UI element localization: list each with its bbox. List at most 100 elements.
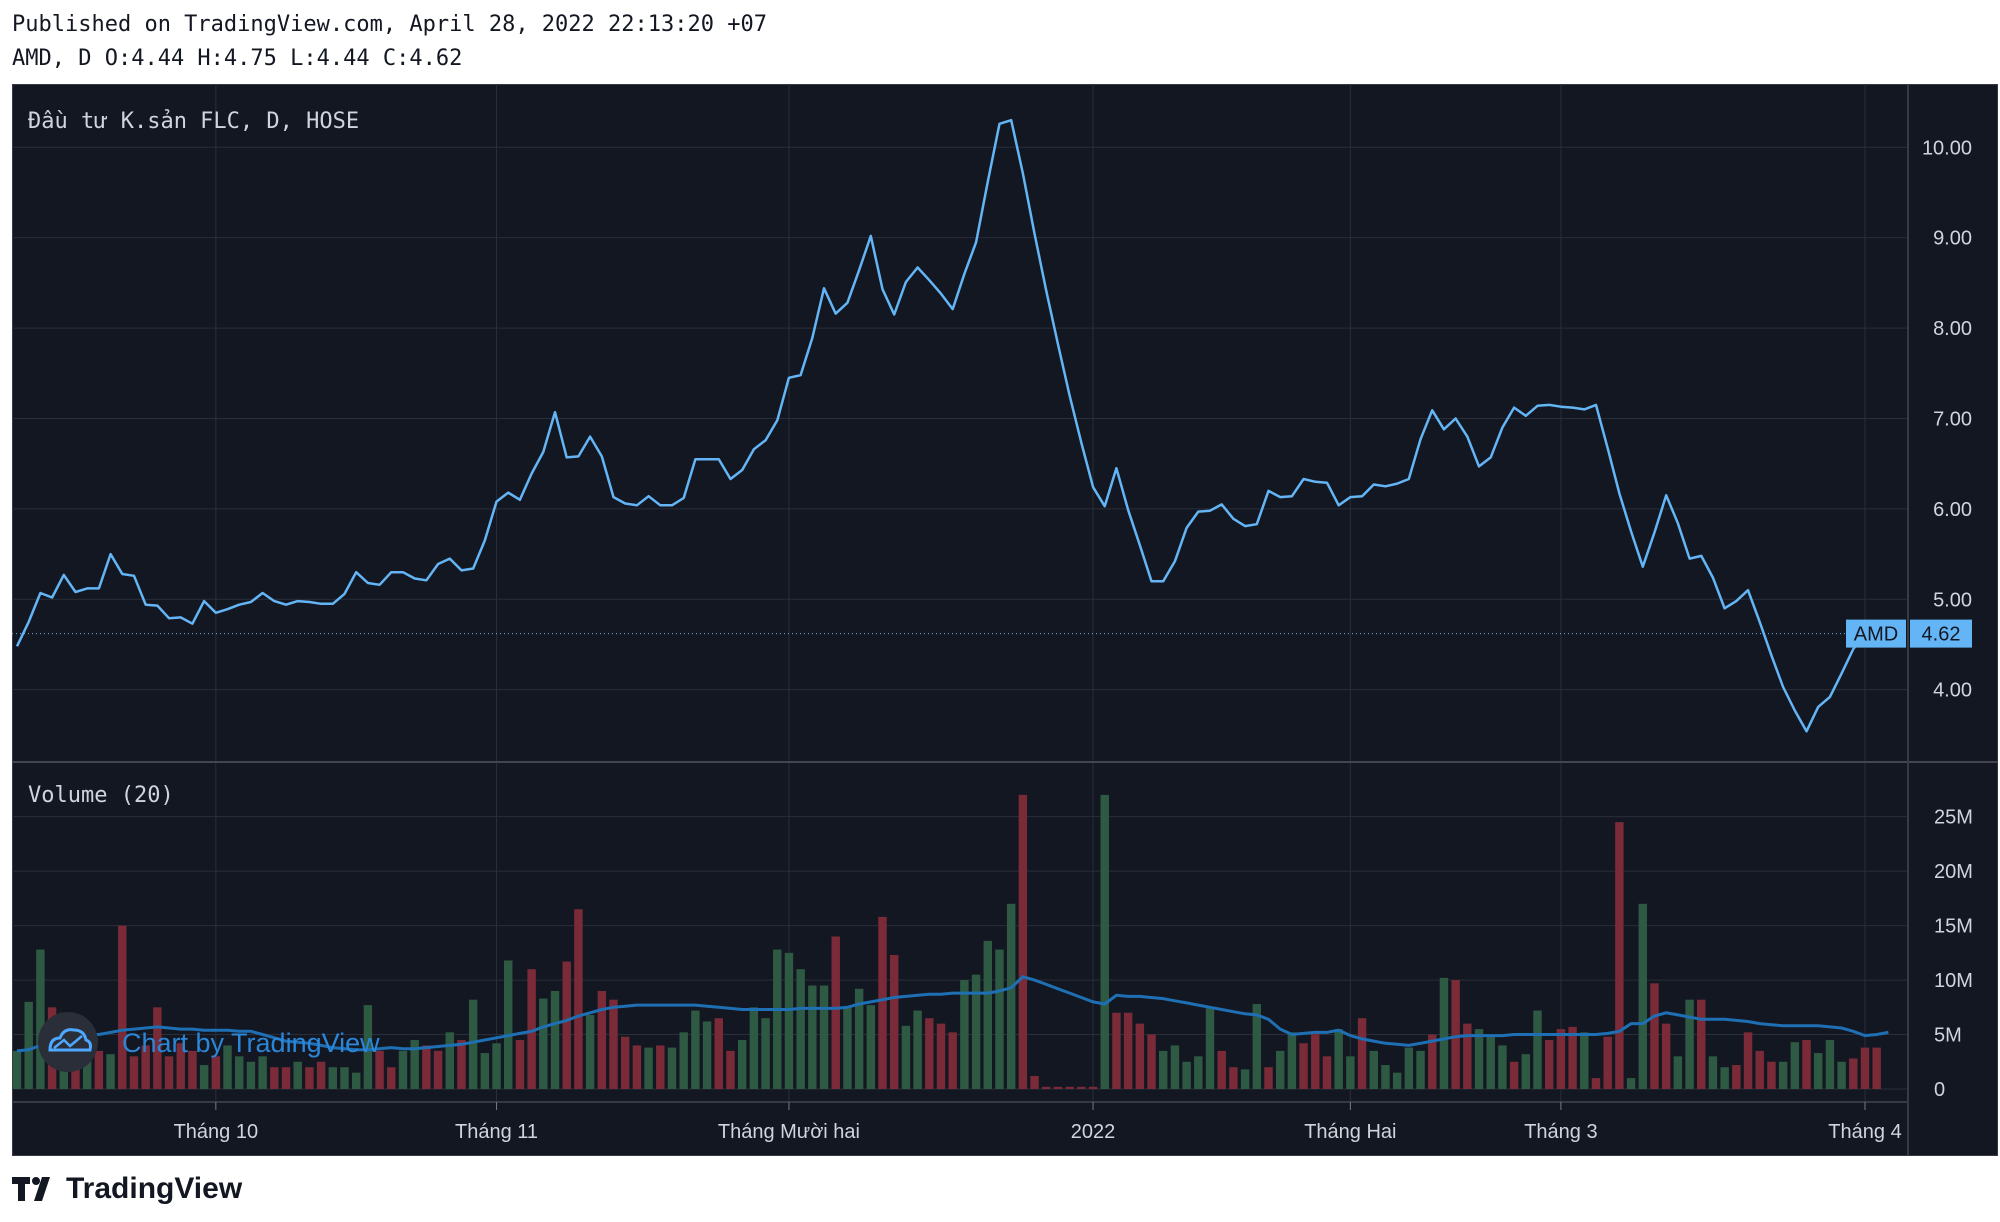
volume-bar [235, 1056, 244, 1089]
grid-layer [12, 84, 1908, 1102]
volume-bar [1556, 1029, 1566, 1089]
price-line [15, 118, 1866, 733]
volume-bar [1509, 1061, 1519, 1089]
volume-bar [1697, 999, 1706, 1089]
volume-bar [714, 1018, 723, 1089]
volume-bar [468, 999, 478, 1089]
volume-bar [948, 1032, 957, 1089]
watermark-text: Chart by TradingView [122, 1028, 380, 1058]
volume-bar [1661, 1023, 1671, 1089]
volume-bar [1147, 1034, 1156, 1089]
axis-layer: 4.00 5.00 6.00 7.00 8.00 9.00 10.00 0 5M 10M 15M 20… [174, 137, 1973, 1143]
volume-bar [1299, 1043, 1308, 1089]
price-axis-tick-label: 7.00 [1933, 408, 1972, 430]
volume-bar [679, 1032, 688, 1089]
volume-bar [609, 999, 618, 1089]
volume-bar [773, 949, 782, 1089]
volume-bar [632, 1045, 642, 1089]
time-axis-tick-label: Tháng Hai [1304, 1121, 1396, 1143]
volume-bar [761, 1018, 770, 1089]
volume-bar [410, 1039, 419, 1089]
volume-bar [422, 1045, 431, 1089]
volume-bar [1018, 794, 1028, 1089]
volume-bar [831, 936, 840, 1089]
volume-bar [1463, 1023, 1472, 1089]
watermark-trend-icon [53, 1035, 83, 1049]
volume-bar [1123, 1012, 1133, 1089]
volume-bar [1217, 1050, 1226, 1089]
volume-bar [1720, 1067, 1729, 1089]
price-axis-tick-label: 9.00 [1933, 228, 1972, 250]
time-axis-tick-label: Tháng 4 [1828, 1121, 1901, 1143]
volume-bar [1135, 1023, 1145, 1089]
last-price-label: AMD 4.62 [1846, 619, 1972, 648]
volume-bar [597, 990, 607, 1089]
volume-bar [843, 1007, 852, 1089]
volume-bar [1860, 1047, 1870, 1089]
tv-logo-text: TradingView [66, 1172, 243, 1205]
volume-bar [281, 1067, 291, 1089]
volume-bar [1229, 1067, 1238, 1089]
volume-bar [1767, 1061, 1776, 1089]
volume-bar [550, 990, 560, 1089]
volume-bar [644, 1047, 653, 1089]
volume-bar [1182, 1061, 1191, 1089]
volume-bar [316, 1061, 326, 1089]
volume-bar [667, 1047, 677, 1089]
volume-bar [1053, 1086, 1063, 1089]
volume-bar [153, 1007, 162, 1089]
volume-bar [1428, 1034, 1437, 1089]
chart-title: Đầu tư K.sản FLC, D, HOSE [28, 109, 359, 134]
volume-bar [129, 1056, 139, 1089]
price-axis-tick-label: 8.00 [1933, 318, 1972, 340]
volume-bar [726, 1050, 735, 1089]
volume-bar [1498, 1045, 1507, 1089]
volume-bar [375, 1050, 384, 1089]
volume-bar [1194, 1056, 1203, 1089]
time-axis-tick-label: Tháng Mười hai [718, 1121, 860, 1143]
volume-bar [1544, 1039, 1554, 1089]
chart-svg[interactable]: 4.00 5.00 6.00 7.00 8.00 9.00 10.00 0 5M 10M 15M 20… [12, 84, 1998, 1156]
volume-bar [351, 1072, 361, 1089]
volume-bar [1778, 1061, 1788, 1089]
volume-bar [1732, 1065, 1741, 1089]
volume-bar [1802, 1039, 1811, 1089]
price-axis-tick-label: 6.00 [1933, 499, 1972, 521]
tradingview-watermark[interactable]: Chart by TradingView [38, 1012, 380, 1072]
volume-bar [749, 1007, 759, 1089]
volume-bar [983, 940, 992, 1089]
volume-axis-tick-label: 25M [1934, 807, 1973, 829]
volume-bar [176, 1043, 185, 1089]
volume-bar [784, 952, 794, 1089]
volume-bar [1042, 1086, 1051, 1089]
volume-bar [1474, 1029, 1484, 1089]
tradingview-logo[interactable]: TradingView [12, 1172, 242, 1206]
price-axis-tick-label: 4.00 [1933, 680, 1972, 702]
published-header: Published on TradingView.com, April 28, … [12, 12, 767, 37]
volume-bar [480, 1053, 490, 1089]
volume-bar [24, 1001, 33, 1089]
volume-bar [854, 988, 864, 1089]
volume-bar [340, 1067, 349, 1089]
volume-axis-tick-label: 0 [1934, 1079, 1945, 1101]
volume-bar [258, 1056, 267, 1089]
volume-bar [691, 1010, 700, 1089]
volume-title: Volume (20) [28, 783, 174, 808]
volume-bar [94, 1050, 104, 1089]
volume-bar [1346, 1056, 1355, 1089]
volume-bar [960, 980, 969, 1089]
volume-bar [492, 1043, 501, 1089]
volume-bar [796, 969, 805, 1089]
volume-bar [1673, 1056, 1683, 1089]
chart-container[interactable]: 4.00 5.00 6.00 7.00 8.00 9.00 10.00 0 5M 10M 15M 20… [12, 84, 1998, 1156]
volume-bar [656, 1045, 665, 1089]
volume-bar [1603, 1036, 1612, 1089]
volume-bar [620, 1036, 630, 1089]
volume-bar [1112, 1012, 1121, 1089]
volume-bar [106, 1054, 115, 1089]
volume-bar [1100, 794, 1109, 1089]
volume-bar [1626, 1078, 1636, 1089]
volume-bar [211, 1056, 221, 1089]
volume-axis-tick-label: 5M [1934, 1025, 1962, 1047]
volume-bar [878, 916, 887, 1089]
